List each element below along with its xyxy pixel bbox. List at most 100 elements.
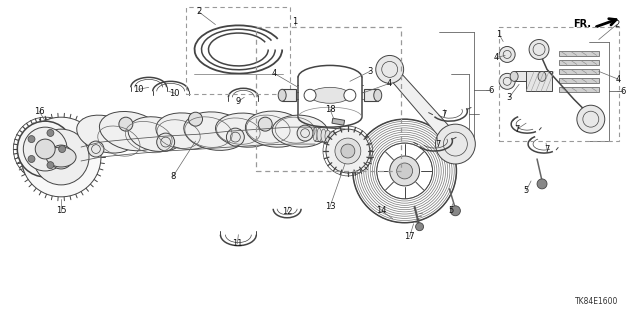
Circle shape [529,40,549,59]
Ellipse shape [216,113,275,147]
Text: 1: 1 [292,17,298,26]
Circle shape [435,124,476,164]
Ellipse shape [313,127,317,141]
Ellipse shape [538,71,546,81]
Text: 18: 18 [324,105,335,114]
Text: 4: 4 [616,75,621,84]
Text: 9: 9 [236,97,241,106]
Text: 5: 5 [524,186,529,195]
Circle shape [35,139,55,159]
Text: 5: 5 [449,206,454,215]
Text: FR.: FR. [573,19,591,29]
Text: 16: 16 [34,107,45,116]
Circle shape [119,117,133,131]
Text: 7: 7 [435,140,440,149]
Circle shape [537,179,547,189]
Circle shape [23,127,67,171]
Circle shape [189,112,202,126]
Bar [559,60,599,65]
Ellipse shape [325,130,331,142]
Circle shape [28,136,35,143]
Text: 6: 6 [488,86,494,95]
Ellipse shape [128,117,183,152]
Circle shape [47,162,54,169]
Circle shape [339,141,371,173]
Bar [559,87,599,92]
Text: 1: 1 [497,30,502,39]
Bar [559,70,599,74]
Ellipse shape [310,87,350,103]
Ellipse shape [245,111,305,147]
Circle shape [341,144,355,158]
Circle shape [344,89,356,101]
Ellipse shape [272,115,328,147]
Ellipse shape [278,89,286,101]
Circle shape [17,121,73,177]
Ellipse shape [510,71,518,81]
Circle shape [499,73,515,89]
Bar [559,51,599,56]
Bar [364,89,378,101]
Circle shape [397,163,413,179]
Bar [514,71,542,81]
Circle shape [297,125,313,141]
Circle shape [21,117,101,197]
Ellipse shape [374,89,381,101]
Text: 4: 4 [271,69,277,78]
Text: 10: 10 [170,89,180,98]
Ellipse shape [321,129,326,142]
Circle shape [304,89,316,101]
Circle shape [326,129,370,173]
Ellipse shape [317,128,321,142]
Text: 14: 14 [376,206,387,215]
Text: 2: 2 [614,20,620,29]
Ellipse shape [99,111,162,151]
Ellipse shape [333,132,340,143]
Polygon shape [381,70,465,144]
Circle shape [499,47,515,63]
Text: 7: 7 [442,110,447,119]
Text: 4: 4 [493,53,499,62]
Text: 7: 7 [544,145,550,153]
Ellipse shape [184,112,247,150]
Bar [332,118,344,125]
Circle shape [451,206,460,216]
Ellipse shape [77,115,135,153]
Ellipse shape [337,133,344,144]
Text: TK84E1600: TK84E1600 [575,297,619,306]
Circle shape [33,129,89,185]
Text: 15: 15 [56,206,67,215]
Text: 17: 17 [404,232,415,241]
Ellipse shape [156,113,215,149]
Circle shape [47,130,54,137]
Text: 12: 12 [282,207,292,216]
Ellipse shape [341,134,349,144]
Bar [526,71,552,91]
Circle shape [59,145,66,152]
Circle shape [227,128,244,146]
Circle shape [259,117,272,131]
Circle shape [157,133,175,151]
Circle shape [415,223,424,231]
Circle shape [390,156,420,186]
Ellipse shape [46,147,76,167]
Bar [559,78,599,83]
Ellipse shape [329,131,335,143]
Circle shape [335,138,361,164]
Text: 3: 3 [367,67,372,76]
Text: 6: 6 [620,87,625,96]
Text: 3: 3 [506,93,512,102]
Circle shape [28,155,35,162]
Circle shape [88,141,104,157]
Text: 4: 4 [387,79,392,88]
Circle shape [577,105,605,133]
Text: 13: 13 [324,202,335,211]
Circle shape [376,56,404,83]
Bar [282,89,296,101]
Circle shape [49,145,73,169]
Text: 8: 8 [170,173,175,182]
Text: 2: 2 [196,7,201,16]
Text: 7: 7 [515,125,520,134]
Text: 10: 10 [134,85,144,94]
Text: 11: 11 [232,239,243,248]
